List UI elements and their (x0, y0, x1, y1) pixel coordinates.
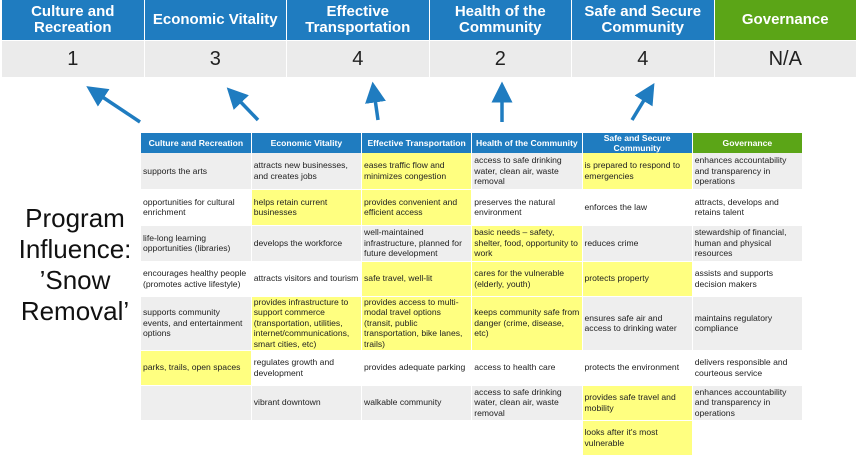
table-row: parks, trails, open spaces regulates grow… (141, 350, 804, 386)
table-header: Economic Vitality (251, 133, 363, 153)
table-cell: provides convenient and efficient access (361, 189, 473, 226)
table-header: Effective Transportation (361, 133, 473, 153)
table-cell: reduces crime (582, 225, 693, 262)
table-cell: regulates growth and development (251, 350, 363, 386)
arrow-culture (86, 86, 141, 124)
table-row: encourages healthy people (promotes acti… (141, 261, 804, 297)
table-row: life-long learning opportunities (librar… (141, 225, 804, 262)
summary-header: Culture and Recreation (2, 0, 145, 40)
table-cell: enhances accountability and transparency… (692, 385, 804, 421)
table-cell: protects the environment (582, 350, 693, 386)
table-cell: access to safe drinking water, clean air… (471, 153, 583, 190)
arrow-economic (226, 87, 260, 122)
table-cell: parks, trails, open spaces (141, 350, 252, 386)
table-cell: cares for the vulnerable (elderly, youth… (471, 261, 583, 297)
table-header: Safe and Secure Community (582, 133, 693, 153)
table-cell (471, 420, 583, 456)
table-cell (692, 420, 804, 456)
table-cell: is prepared to respond to emergencies (582, 153, 693, 190)
table-header: Health of the Community (471, 133, 583, 153)
table-row: vibrant downtown walkable community access… (141, 385, 804, 421)
table-cell (361, 420, 473, 456)
table-cell: looks after it's most vulnerable (582, 420, 693, 456)
table-cell: life-long learning opportunities (librar… (141, 225, 252, 262)
table-cell: well-maintained infrastructure, planned … (361, 225, 473, 262)
table-row: opportunities for cultural enrichment hel… (141, 189, 804, 226)
arrow-safety (630, 83, 655, 121)
table-cell: maintains regulatory compliance (692, 296, 804, 351)
table-row: supports community events, and entertain… (141, 296, 804, 351)
summary-header: Governance (714, 0, 857, 40)
table-cell: protects property (582, 261, 693, 297)
table-cell: encourages healthy people (promotes acti… (141, 261, 252, 297)
program-influence-label: Program Influence: ’Snow Removal’ (18, 203, 132, 326)
table-cell (141, 385, 252, 421)
table-header: Governance (692, 133, 804, 153)
summary-scores: Culture and Recreation 1 Economic Vitality… (2, 0, 857, 77)
summary-header: Health of the Community (429, 0, 572, 40)
table-cell: provides safe travel and mobility (582, 385, 693, 421)
table-cell: supports community events, and entertain… (141, 296, 252, 351)
summary-score: 1 (2, 40, 145, 77)
table-cell: develops the workforce (251, 225, 363, 262)
summary-header: Safe and Secure Community (572, 0, 715, 40)
summary-score: 3 (144, 40, 287, 77)
table-cell: attracts visitors and tourism (251, 261, 363, 297)
table-cell: keeps community safe from danger (crime,… (471, 296, 583, 351)
table-cell: stewardship of financial, human and phys… (692, 225, 804, 262)
arrows (86, 81, 655, 124)
table-cell: supports the arts (141, 153, 252, 190)
table-cell: access to health care (471, 350, 583, 386)
table-cell: delivers responsible and courteous servi… (692, 350, 804, 386)
table-cell: safe travel, well-lit (361, 261, 473, 297)
summary-score: 4 (287, 40, 430, 77)
table-cell: basic needs – safety, shelter, food, opp… (471, 225, 583, 262)
table-cell: ensures safe air and access to drinking … (582, 296, 693, 351)
table-cell: assists and supports decision makers (692, 261, 804, 297)
table-row: supports the arts attracts new businesses… (141, 153, 804, 190)
table-cell: opportunities for cultural enrichment (141, 189, 252, 226)
table-cell: attracts new businesses, and creates job… (251, 153, 363, 190)
table-cell: access to safe drinking water, clean air… (471, 385, 583, 421)
table-header: Culture and Recreation (141, 133, 252, 153)
summary-score: N/A (714, 40, 857, 77)
table-cell: helps retain current businesses (251, 189, 363, 226)
influence-table: Culture and Recreation Economic Vitality E… (141, 133, 804, 456)
table-cell: enforces the law (582, 189, 693, 226)
table-cell: walkable community (361, 385, 473, 421)
table-cell: preserves the natural environment (471, 189, 583, 226)
table-cell: provides adequate parking (361, 350, 473, 386)
summary-score: 4 (572, 40, 715, 77)
table-cell (141, 420, 252, 456)
table-cell: attracts, develops and retains talent (692, 189, 804, 226)
table-row: looks after it's most vulnerable (141, 420, 804, 456)
summary-score: 2 (429, 40, 572, 77)
table-cell: vibrant downtown (251, 385, 363, 421)
table-cell: eases traffic flow and minimizes congest… (361, 153, 473, 190)
table-cell: provides access to multi-modal travel op… (361, 296, 473, 351)
summary-header: Economic Vitality (144, 0, 287, 40)
table-cell (251, 420, 363, 456)
summary-header: Effective Transportation (287, 0, 430, 40)
table-cell: enhances accountability and transparency… (692, 153, 804, 190)
arrow-transportation (365, 81, 386, 121)
table-cell: provides infrastructure to support comme… (251, 296, 363, 351)
